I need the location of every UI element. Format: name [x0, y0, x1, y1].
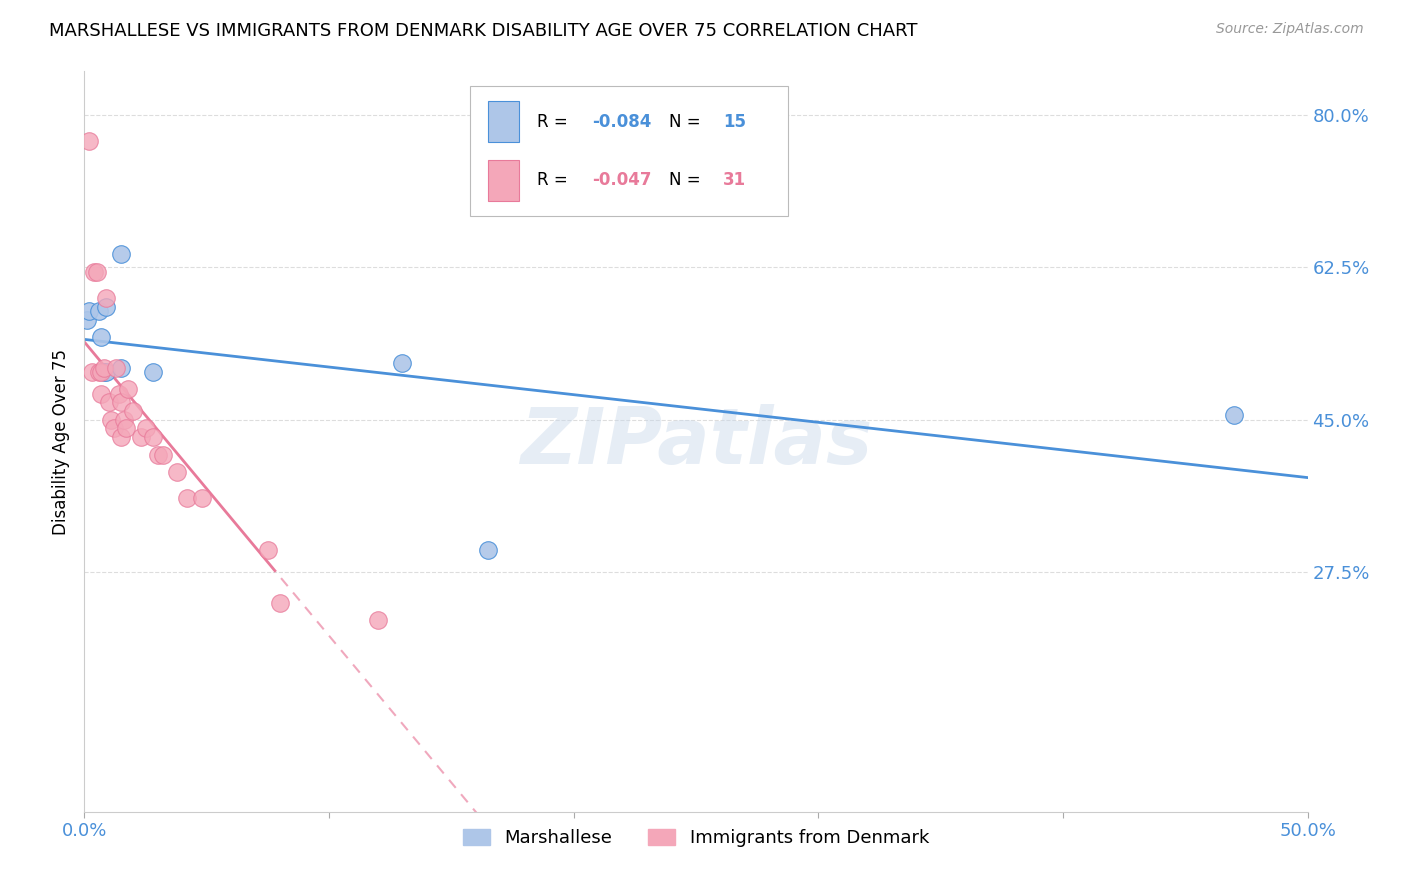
Text: 15: 15: [723, 112, 745, 131]
FancyBboxPatch shape: [488, 160, 519, 201]
Point: [146, 448, 169, 462]
Point: [110, 430, 132, 444]
Point: [90, 365, 112, 379]
Point: [257, 543, 280, 558]
Point: [80, 365, 103, 379]
Point: [191, 491, 214, 505]
Text: ZIPatlas: ZIPatlas: [520, 403, 872, 480]
Point: [77, 304, 100, 318]
Text: N =: N =: [669, 112, 706, 131]
Point: [96, 291, 118, 305]
Point: [391, 356, 413, 370]
Text: R =: R =: [537, 171, 574, 189]
Point: [93, 360, 115, 375]
Text: MARSHALLESE VS IMMIGRANTS FROM DENMARK DISABILITY AGE OVER 75 CORRELATION CHART: MARSHALLESE VS IMMIGRANTS FROM DENMARK D…: [49, 22, 918, 40]
Point: [142, 430, 165, 444]
Point: [83, 265, 105, 279]
Point: [129, 430, 152, 444]
Text: Source: ZipAtlas.com: Source: ZipAtlas.com: [1216, 22, 1364, 37]
Point: [96, 365, 118, 379]
Point: [110, 395, 132, 409]
FancyBboxPatch shape: [488, 102, 519, 142]
Point: [1223, 409, 1246, 423]
Point: [110, 360, 132, 375]
Point: [90, 386, 112, 401]
Point: [97, 395, 120, 409]
Point: [90, 330, 112, 344]
Point: [87, 304, 110, 318]
Point: [110, 247, 132, 261]
Point: [122, 404, 145, 418]
Point: [166, 465, 188, 479]
Point: [77, 134, 100, 148]
Point: [100, 413, 122, 427]
Point: [115, 421, 138, 435]
Point: [135, 421, 157, 435]
Text: N =: N =: [669, 171, 706, 189]
Point: [142, 365, 165, 379]
Text: -0.084: -0.084: [592, 112, 651, 131]
Y-axis label: Disability Age Over 75: Disability Age Over 75: [52, 349, 70, 534]
Point: [86, 265, 108, 279]
Point: [87, 365, 110, 379]
Point: [105, 360, 128, 375]
Text: 31: 31: [723, 171, 747, 189]
Point: [176, 491, 198, 505]
Point: [117, 382, 139, 396]
Text: -0.047: -0.047: [592, 171, 651, 189]
Legend: Marshallese, Immigrants from Denmark: Marshallese, Immigrants from Denmark: [456, 822, 936, 855]
Text: R =: R =: [537, 112, 574, 131]
Point: [152, 448, 174, 462]
Point: [269, 596, 291, 610]
Point: [93, 365, 115, 379]
Point: [107, 386, 129, 401]
Point: [112, 413, 135, 427]
Point: [103, 421, 125, 435]
FancyBboxPatch shape: [470, 87, 787, 216]
Point: [96, 300, 118, 314]
Point: [367, 613, 389, 627]
Point: [76, 312, 98, 326]
Point: [477, 543, 499, 558]
